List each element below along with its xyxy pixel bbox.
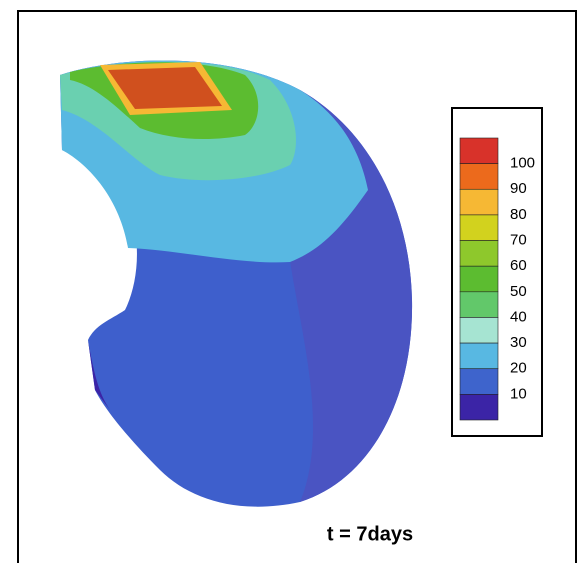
contour-shape — [60, 61, 412, 507]
colorbar-swatch — [460, 394, 498, 420]
colorbar-swatch — [460, 369, 498, 395]
caption: t = 7days — [327, 523, 413, 545]
colorbar-label: 20 — [510, 360, 527, 377]
colorbar-swatch — [460, 241, 498, 267]
colorbar-label: 50 — [510, 283, 527, 300]
colorbar-swatch — [460, 343, 498, 369]
figure: 100 90 80 70 60 50 40 30 20 10 t = 7days — [0, 0, 586, 563]
colorbar-label: 40 — [510, 308, 527, 325]
colorbar-swatch — [460, 189, 498, 215]
colorbar-label: 90 — [510, 180, 527, 197]
colorbar-swatch — [460, 292, 498, 318]
colorbar-label: 70 — [510, 232, 527, 249]
colorbar-swatch — [460, 317, 498, 343]
colorbar-swatch — [460, 138, 498, 164]
colorbar-label: 10 — [510, 385, 527, 402]
colorbar-label: 80 — [510, 206, 527, 223]
page: {"colorbar": {"labels": ["100", "90", "8… — [0, 0, 586, 563]
colorbar-label: 60 — [510, 257, 527, 274]
colorbar-swatch — [460, 215, 498, 241]
colorbar-label: 100 — [510, 155, 535, 172]
colorbar-swatch — [460, 164, 498, 190]
colorbar-swatch — [460, 266, 498, 292]
colorbar-label: 30 — [510, 334, 527, 351]
